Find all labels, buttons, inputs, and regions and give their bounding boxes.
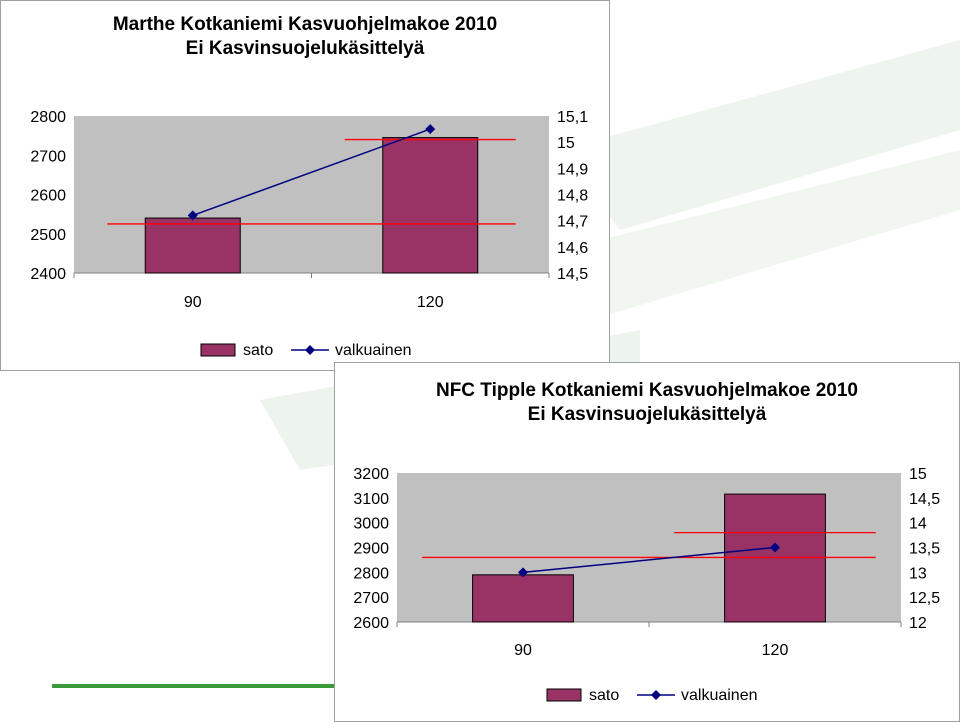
chart-2-right-tick-label: 12	[909, 615, 927, 632]
chart-2-legend-sato-label: sato	[589, 687, 619, 704]
chart-2-left-tick-label: 2900	[353, 541, 389, 558]
chart-2-right-tick-label: 14,5	[909, 491, 940, 508]
chart-2-valkuainen-point-120	[770, 542, 780, 553]
footer-green-line	[52, 684, 342, 688]
chart-panel-2: NFC Tipple Kotkaniemi Kasvuohjelmakoe 20…	[334, 362, 960, 722]
chart-2-title-block: NFC Tipple Kotkaniemi Kasvuohjelmakoe 20…	[335, 379, 959, 427]
chart-1-category-label-120: 120	[417, 294, 444, 311]
chart-2-legend-valkuainen-label: valkuainen	[681, 687, 758, 704]
background-stripe-lower	[560, 150, 960, 320]
chart-1-bar-120	[382, 137, 479, 274]
chart-1-left-tick-label: 2700	[30, 148, 66, 165]
chart-1-legend-sato-label: sato	[243, 342, 273, 359]
chart-2-left-tick-label: 3100	[353, 491, 389, 508]
chart-2-plot: 3200 3100 3000 2900 2800 2700 2600 15 14,5 14 13,5…	[353, 466, 940, 704]
chart-2-left-tick-label: 3000	[353, 516, 389, 533]
chart-1-left-tick-label: 2500	[30, 227, 66, 244]
chart-2-valkuainen-point-90	[518, 567, 528, 578]
chart-2-right-tick-label: 14	[909, 516, 927, 533]
chart-1-legend-valkuainen-label: valkuainen	[335, 342, 412, 359]
chart-1-right-tick-label: 14,5	[557, 266, 588, 283]
chart-1-plot: 2800 2700 2600 2500 2400 15,1 15 14,9 14,8 14,7 14…	[30, 109, 588, 359]
chart-1-valkuainen-point-90	[187, 210, 198, 221]
chart-1-left-tick-label: 2800	[30, 109, 66, 126]
chart-2-category-label-120: 120	[762, 642, 789, 659]
chart-1-legend-valkuainen-marker	[305, 345, 315, 355]
chart-2-subtitle: Ei Kasvinsuojelukäsittelyä	[527, 403, 767, 425]
chart-2-right-tick-label: 13	[909, 565, 927, 582]
chart-1-valkuainen-line	[192, 128, 431, 217]
chart-1-category-label-90: 90	[184, 294, 202, 311]
chart-2-category-label-90: 90	[514, 642, 532, 659]
chart-2-right-tick-label: 13,5	[909, 541, 940, 558]
chart-1-title-block: Marthe Kotkaniemi Kasvuohjelmakoe 2010 E…	[1, 13, 609, 61]
chart-2-left-tick-label: 2600	[353, 615, 389, 632]
chart-2-right-tick-label: 12,5	[909, 590, 940, 607]
chart-2-title: NFC Tipple Kotkaniemi Kasvuohjelmakoe 20…	[435, 380, 858, 401]
chart-2-bar-90	[472, 574, 574, 623]
background-stripe-upper	[560, 40, 960, 230]
chart-2-valkuainen-line	[522, 546, 776, 574]
chart-1-title: Marthe Kotkaniemi Kasvuohjelmakoe 2010	[112, 14, 498, 35]
chart-1-right-tick-label: 14,6	[557, 240, 588, 257]
chart-2-right-tick-label: 15	[909, 466, 927, 483]
chart-1-right-tick-label: 15	[557, 135, 575, 152]
chart-2-legend-valkuainen-marker	[651, 690, 661, 700]
chart-panel-1: Marthe Kotkaniemi Kasvuohjelmakoe 2010 E…	[0, 0, 610, 371]
chart-2-left-tick-label: 2800	[353, 565, 389, 582]
chart-1-bar-90	[144, 217, 241, 274]
chart-1-right-tick-label: 14,9	[557, 161, 588, 178]
chart-1-subtitle: Ei Kasvinsuojelukäsittelyä	[185, 37, 425, 59]
chart-2-left-tick-label: 2700	[353, 590, 389, 607]
chart-1-right-tick-label: 14,7	[557, 214, 588, 231]
chart-1-legend-sato-swatch	[200, 343, 236, 357]
chart-1-right-tick-label: 14,8	[557, 188, 588, 205]
chart-1-left-tick-label: 2600	[30, 188, 66, 205]
chart-1-left-tick-label: 2400	[30, 266, 66, 283]
chart-1-right-tick-label: 15,1	[557, 109, 588, 126]
chart-1-valkuainen-point-120	[425, 124, 436, 135]
chart-2-left-tick-label: 3200	[353, 466, 389, 483]
chart-2-legend-sato-swatch	[546, 688, 582, 702]
